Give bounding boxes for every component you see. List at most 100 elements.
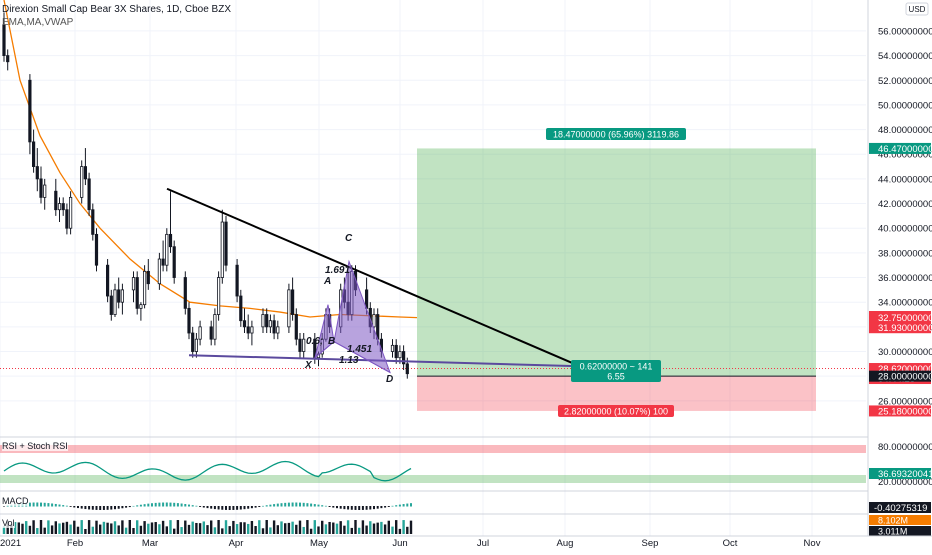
candle-body <box>268 320 273 328</box>
pattern-label-d: D <box>386 374 393 385</box>
ratio-label: 1.13 <box>339 355 359 366</box>
macd-bar <box>99 506 102 510</box>
candle-body <box>165 233 169 266</box>
volume-bar <box>309 528 313 534</box>
price-tag[interactable]: 31.93000000 <box>869 322 932 334</box>
macd-bar <box>199 506 202 507</box>
svg-text:0.62000000 ~ 141: 0.62000000 ~ 141 <box>580 362 653 372</box>
indicator-list[interactable]: EMA,MA,VWAP <box>2 17 74 28</box>
x-tick-label: Apr <box>229 538 244 549</box>
volume-bar <box>328 521 331 534</box>
currency-box <box>905 2 929 16</box>
macd-bar <box>236 506 239 510</box>
macd-bar <box>321 505 324 507</box>
volume-bar <box>243 522 246 534</box>
macd-bar <box>361 506 364 510</box>
volume-pane-label[interactable]: Vol <box>2 518 15 528</box>
macd-bar <box>206 506 209 509</box>
candle-body <box>183 277 187 309</box>
macd-pane-label[interactable]: MACD <box>2 496 29 506</box>
volume-bar <box>369 521 372 534</box>
macd-bar <box>221 506 224 510</box>
volume-bar <box>13 522 17 534</box>
macd-bar <box>88 506 91 510</box>
macd-bar <box>291 502 294 507</box>
macd-bar <box>188 504 190 507</box>
candle-body <box>294 314 298 340</box>
target-label[interactable]: 18.47000000 (65.96%) 3119.86 <box>546 128 686 140</box>
volume-bar <box>132 528 135 534</box>
macd-bar <box>117 506 120 509</box>
candle-body <box>220 221 224 278</box>
macd-bar <box>232 506 235 510</box>
macd-bar <box>36 502 39 507</box>
macd-bar <box>299 502 301 507</box>
macd-bar <box>54 503 57 507</box>
volume-bar <box>402 520 405 534</box>
candle-body <box>261 314 265 328</box>
volume-bar <box>128 520 131 534</box>
candle-body <box>213 314 217 340</box>
svg-text:25.18000000: 25.18000000 <box>878 406 932 417</box>
macd-bar <box>139 504 142 507</box>
stop-label[interactable]: 2.82000000 (10.07%) 100 <box>558 405 674 417</box>
macd-bar <box>317 504 320 507</box>
volume-bar <box>298 520 302 534</box>
volume-bar <box>346 520 350 534</box>
macd-bar <box>95 506 98 510</box>
volume-bar <box>84 528 87 534</box>
candle-body <box>216 277 221 315</box>
candle-body <box>405 363 409 375</box>
volume-bar <box>39 520 43 534</box>
macd-bar <box>32 502 35 507</box>
price-tag[interactable]: 28.00000000 <box>869 370 932 383</box>
volume-bar <box>395 520 398 534</box>
volume-bar <box>76 526 80 534</box>
volume-bar <box>62 522 65 534</box>
macd-bar <box>365 506 368 510</box>
volume-bar <box>380 521 383 534</box>
descending-trendline <box>166 187 581 368</box>
candle-body <box>302 338 306 352</box>
volume-bar <box>398 528 402 534</box>
price-tag[interactable]: 25.18000000 <box>869 405 932 417</box>
macd-bar <box>114 506 116 510</box>
macd-bar <box>213 506 216 510</box>
volume-bar <box>58 523 61 534</box>
candle-body <box>106 264 110 297</box>
pattern-xbd <box>314 341 391 373</box>
candle-body <box>172 246 176 278</box>
y-tick-label: 26.00000000 <box>878 396 932 407</box>
price-tag[interactable]: 46.47000000 <box>869 142 932 155</box>
volume-bar <box>272 520 276 534</box>
macd-bar <box>217 506 220 510</box>
macd-bar <box>406 503 409 507</box>
candle-body <box>250 326 254 334</box>
symbol-title: Direxion Small Cap Bear 3X Shares, 1D, C… <box>2 4 231 15</box>
x-tick-label: Sep <box>642 538 659 549</box>
volume-bar <box>335 523 339 534</box>
macd-bar <box>91 506 94 510</box>
macd-bar <box>136 505 139 507</box>
candle-body <box>2 24 6 56</box>
rsi-pane-label[interactable]: RSI + Stoch RSI <box>2 441 68 451</box>
vol-last-value: 8.102M <box>878 516 908 526</box>
macd-bar <box>243 506 246 510</box>
x-tick-label: Feb <box>67 538 83 549</box>
macd-bar <box>273 504 276 507</box>
candle-body <box>65 209 69 229</box>
ratio-label: 1.451 <box>347 344 372 355</box>
macd-bar <box>302 502 305 507</box>
candle-body <box>120 289 124 303</box>
volume-bar <box>43 527 46 534</box>
price-tag[interactable]: 32.75000000 <box>869 312 932 324</box>
volume-bar <box>32 520 35 534</box>
macd-bar <box>358 506 361 510</box>
macd-bar <box>125 506 128 508</box>
volume-bar <box>221 528 224 534</box>
volume-bar <box>113 521 117 534</box>
volume-bar <box>383 524 387 534</box>
